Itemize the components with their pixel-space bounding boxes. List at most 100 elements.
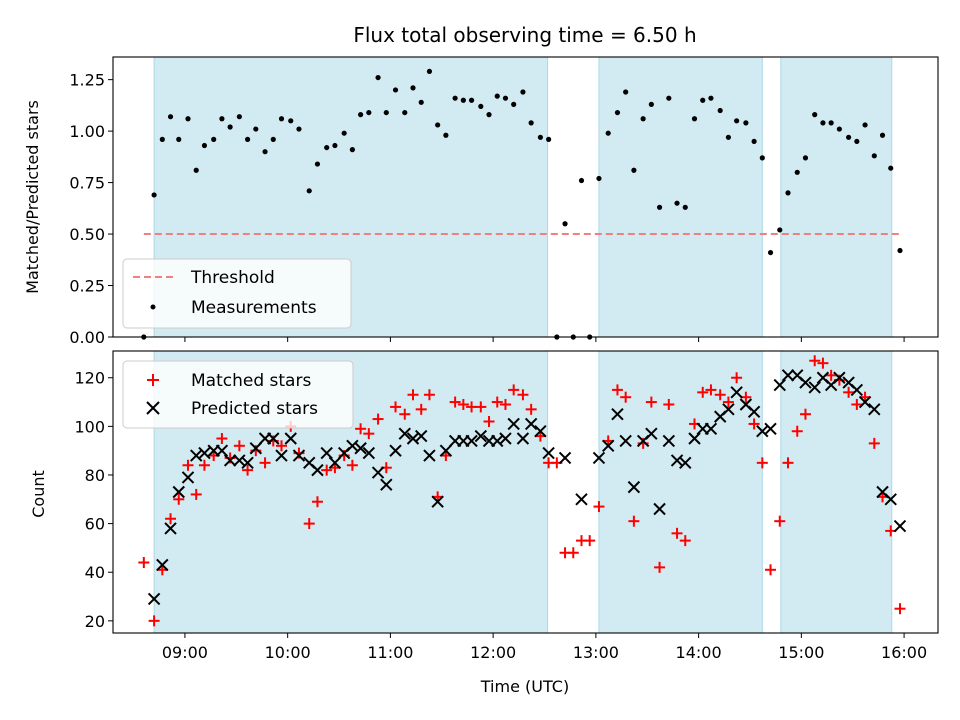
predicted-stars-stroke [190,449,203,462]
predicted-stars-stroke [679,456,692,470]
measurement-point [219,116,225,122]
predicted-stars-stroke [688,432,701,445]
matched-stars-point [233,440,245,452]
predicted-stars-point [893,519,907,533]
measurement-point [846,134,852,140]
matched-stars-point [722,396,734,408]
matched-stars-point [321,464,333,476]
predicted-stars-point [507,417,520,431]
matched-stars-point [242,464,254,476]
predicted-stars-point [320,446,333,460]
measurement-point [227,124,233,130]
matched-stars-point [390,401,402,413]
measurement-point [410,85,416,91]
predicted-legend-swatch [146,401,160,415]
predicted-stars-stroke [601,439,615,453]
matched-stars-point [198,459,210,471]
matched-stars-point [449,396,461,408]
measurement-point [306,188,312,194]
predicted-stars-stroke [704,422,718,436]
predicted-stars-point [868,403,881,416]
matched-stars-point [399,408,411,420]
ratio-axes-frame [112,56,939,338]
measurement-point [614,109,621,116]
measurement-point [201,142,208,149]
predicted-stars-point [534,425,547,438]
predicted-stars-stroke [799,376,812,389]
measurement-point [262,149,268,155]
measurement-point [537,134,543,140]
measurement-point [578,177,585,184]
predicted-stars-point [747,405,761,418]
predicted-stars-stroke [311,463,324,477]
measurement-point [777,227,783,233]
predicted-stars-point [164,522,177,535]
measurement-point [244,136,251,142]
predicted-stars-stroke [730,386,743,399]
count-x-ticks: 09:00 10:00 11:00 12:00 13:00 14:00 15:00 16:00 [162,633,927,662]
measurement-point [648,101,654,107]
predicted-stars-stroke [354,442,367,455]
predicted-stars-point [371,466,385,479]
measurement-point [511,101,517,107]
predicted-stars-stroke [267,432,280,445]
predicted-stars-point [645,427,658,440]
predicted-stars-stroke [371,466,385,479]
predicted-stars-point [415,429,428,443]
matched-stars-point [765,564,777,576]
observing-windows [153,56,893,338]
matched-stars-point [628,515,640,527]
measurement-point [751,138,757,145]
measurement-point [211,136,217,142]
y-tick-label: 80 [85,466,105,485]
predicted-stars-point [662,434,676,448]
x-tick-label: 09:00 [162,643,208,662]
ratio-series [141,68,903,340]
matched-stars-point [483,416,495,427]
predicted-stars-stroke [465,434,478,448]
predicted-stars-stroke [816,371,830,384]
predicted-stars-stroke [147,592,161,606]
matched-stars-point [611,384,623,396]
measurement-point [854,138,860,145]
count-y-ticks: 20 40 60 80 100 120 [74,369,113,631]
measurement-point [288,118,294,124]
measurement-point [596,175,602,182]
x-tick-label: 14:00 [676,643,722,662]
y-tick-label: 20 [85,612,105,631]
measurement-point [253,126,259,132]
measurement-point [502,95,509,101]
measurement-point [332,142,338,149]
predicted-stars-stroke [320,446,333,460]
x-tick-label: 16:00 [881,643,927,662]
matched-stars-point [731,372,743,384]
predicted-stars-stroke [542,446,555,460]
matched-stars-point [671,527,683,539]
matched-stars-point [825,369,837,381]
predicted-stars-point [499,432,512,445]
predicted-stars-stroke [764,422,777,436]
measurement-point [486,112,492,118]
ratio-x-ticks [184,337,905,342]
matched-stars-point [868,437,880,449]
measurement-point [734,118,740,124]
predicted-stars-point [884,493,897,506]
matched-stars-point [415,403,427,415]
predicted-stars-point [284,432,297,445]
matched-stars-point [173,493,185,505]
predicted-stars-point [670,454,684,467]
matched-stars-point [679,535,691,547]
predicted-stars-stroke [233,454,246,467]
measurement-point [159,136,165,142]
predicted-stars-point [275,449,288,462]
measurement-point [862,122,868,128]
predicted-stars-stroke [398,427,411,440]
measurement-point [623,89,629,95]
predicted-stars-point [833,371,846,384]
predicted-stars-point [542,446,555,460]
predicted-stars-stroke [722,403,735,416]
threshold-legend-label: Threshold [190,268,275,288]
y-tick-label: 0.75 [69,174,105,193]
predicted-stars-point [439,444,453,457]
predicted-stars-stroke [850,383,864,397]
